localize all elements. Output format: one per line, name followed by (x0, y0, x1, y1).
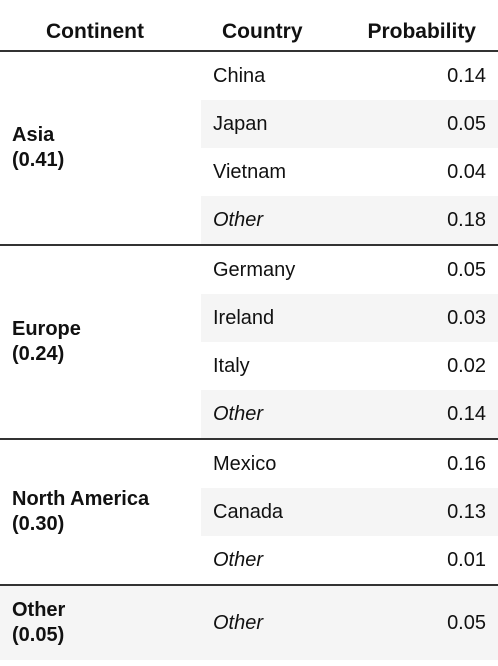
table-row: Ireland 0.03 (201, 294, 498, 342)
header-continent: Continent (46, 20, 144, 43)
country-cell: Canada (213, 501, 284, 523)
table-row: Other 0.18 (201, 196, 498, 244)
probability-cell: 0.05 (447, 113, 486, 135)
table-row: Germany 0.05 (201, 246, 498, 294)
continent-label: North America (0.30) (12, 487, 149, 537)
continent-label: Other (0.05) (12, 598, 65, 648)
table-row: Other 0.14 (201, 390, 498, 438)
table-row: Canada 0.13 (201, 488, 498, 536)
continent-total: (0.05) (12, 624, 65, 646)
table-row: Mexico 0.16 (201, 440, 498, 488)
table-row: Vietnam 0.04 (201, 148, 498, 196)
country-cell: Germany (213, 259, 296, 281)
continent-name: Other (12, 599, 66, 621)
header-probability: Probability (367, 20, 476, 43)
country-cell: Japan (213, 113, 268, 135)
country-cell: Other (213, 549, 264, 571)
probability-cell: 0.14 (447, 65, 486, 87)
continent-name: Europe (12, 318, 81, 340)
country-cell: Mexico (213, 453, 277, 475)
continent-label: Europe (0.24) (12, 317, 81, 367)
country-cell: China (213, 65, 266, 87)
continent-total: (0.30) (12, 513, 65, 535)
table-row: China 0.14 (201, 52, 498, 100)
group-north-america: North America (0.30) Mexico 0.16 Canada … (0, 440, 498, 586)
continent-name: Asia (12, 124, 55, 146)
table-row: Other 0.01 (201, 536, 498, 584)
country-cell: Ireland (213, 307, 275, 329)
country-cell: Other (213, 612, 264, 634)
probability-cell: 0.16 (447, 453, 486, 475)
probability-cell: 0.05 (447, 259, 486, 281)
country-cell: Other (213, 403, 264, 425)
header-country: Country (222, 20, 303, 43)
group-other: Other (0.05) Other 0.05 (0, 586, 498, 660)
table-row: Italy 0.02 (201, 342, 498, 390)
continent-label: Asia (0.41) (12, 123, 64, 173)
probability-cell: 0.03 (447, 307, 486, 329)
table-row: Other 0.05 (201, 586, 498, 660)
country-cell: Other (213, 209, 264, 231)
continent-name: North America (12, 488, 150, 510)
country-cell: Vietnam (213, 161, 287, 183)
probability-cell: 0.18 (447, 209, 486, 231)
probability-cell: 0.13 (447, 501, 486, 523)
probability-cell: 0.01 (447, 549, 486, 571)
table-header: Continent Country Probability (0, 0, 498, 52)
probability-cell: 0.14 (447, 403, 486, 425)
probability-cell: 0.04 (447, 161, 486, 183)
group-europe: Europe (0.24) Germany 0.05 Ireland 0.03 … (0, 246, 498, 440)
group-asia: Asia (0.41) China 0.14 Japan 0.05 Vietna… (0, 52, 498, 246)
country-cell: Italy (213, 355, 250, 377)
continent-total: (0.24) (12, 343, 65, 365)
probability-cell: 0.05 (447, 612, 486, 634)
table-row: Japan 0.05 (201, 100, 498, 148)
probability-cell: 0.02 (447, 355, 486, 377)
continent-total: (0.41) (12, 149, 65, 171)
